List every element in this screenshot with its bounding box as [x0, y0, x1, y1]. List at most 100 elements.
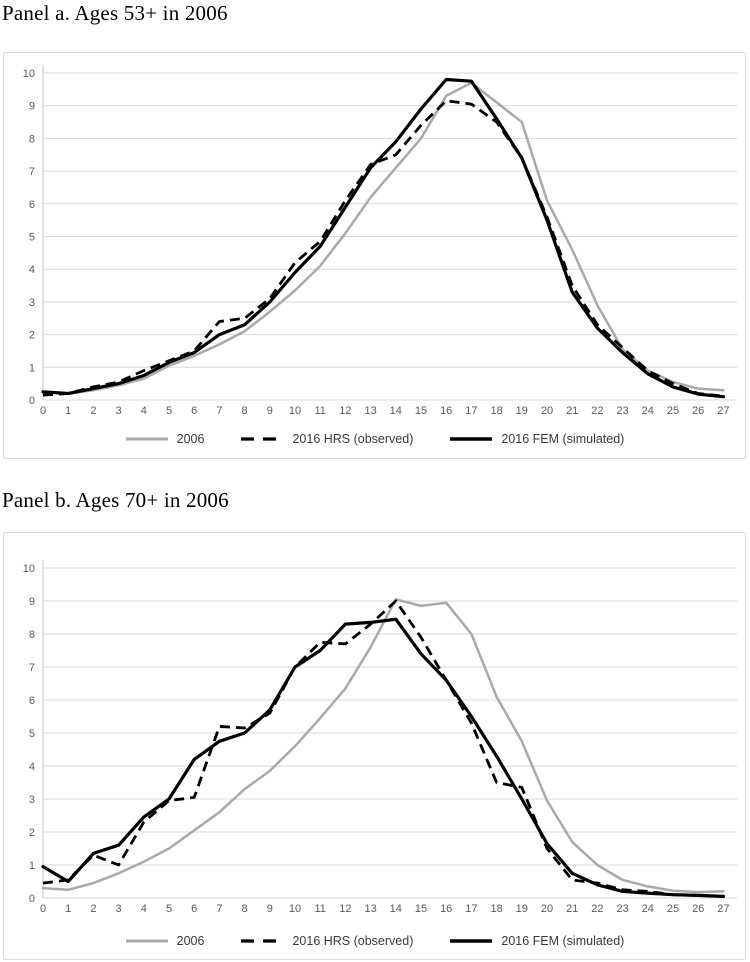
- panel-b-chart-frame: 0 1 2 3 4 5 6 7 8 9 10 0 1 2 3 4 5 6 7 8 9 10 11 12 13 14 15 16 17 18…: [3, 532, 746, 960]
- panel-b-legend: 2006 2016 HRS (observed) 2016 FEM (simulat…: [4, 925, 745, 957]
- x-axis-tick-label: 18: [490, 405, 502, 417]
- legend-item-2016-hrs-observed: 2016 HRS (observed): [240, 432, 413, 446]
- x-axis-tick-label: 10: [289, 405, 301, 417]
- x-axis-tick-label: 6: [191, 903, 197, 915]
- y-axis-tick-label: 8: [29, 133, 35, 145]
- panel-a-legend: 2006 2016 HRS (observed) 2016 FEM (simulat…: [4, 423, 745, 455]
- y-axis-tick-label: 9: [29, 101, 35, 113]
- legend-item-2006: 2006: [125, 934, 205, 948]
- y-axis-tick-label: 4: [29, 264, 35, 276]
- x-axis-tick-label: 23: [616, 405, 628, 417]
- legend-line-sample-2016-hrs-observed: [241, 437, 284, 441]
- x-axis-tick-label: 25: [667, 405, 679, 417]
- legend-item-2016-fem-simulated: 2016 FEM (simulated): [449, 934, 624, 948]
- panel-a-title: Panel a. Ages 53+ in 2006: [2, 1, 228, 25]
- x-axis-tick-label: 21: [566, 405, 578, 417]
- x-axis-tick-label: 1: [65, 405, 71, 417]
- y-axis-tick-label: 10: [23, 68, 35, 80]
- x-axis-tick-label: 20: [541, 903, 553, 915]
- x-axis-tick-label: 14: [390, 405, 402, 417]
- x-axis-tick-label: 2: [90, 903, 96, 915]
- legend-label-2006: 2006: [176, 934, 205, 948]
- x-axis-tick-label: 15: [415, 903, 427, 915]
- x-axis-tick-label: 25: [667, 903, 679, 915]
- y-axis-tick-label: 2: [29, 827, 35, 839]
- x-axis-tick-label: 13: [364, 405, 376, 417]
- y-axis-tick-label: 10: [23, 563, 35, 575]
- x-axis-tick-label: 24: [642, 405, 654, 417]
- legend-label-2006: 2006: [176, 432, 205, 446]
- panel-b-title: Panel b. Ages 70+ in 2006: [2, 488, 229, 512]
- x-axis-tick-label: 26: [692, 405, 704, 417]
- x-axis-tick-label: 5: [166, 903, 172, 915]
- y-axis-tick-label: 1: [29, 860, 35, 872]
- x-axis-tick-label: 0: [40, 405, 46, 417]
- x-axis-tick-label: 23: [616, 903, 628, 915]
- panel-a-chart-frame: 0 1 2 3 4 5 6 7 8 9 10 0 1 2 3 4 5 6 7 8 9 10 11 12 13 14 15 16 17 18…: [3, 52, 746, 459]
- x-axis-tick-label: 27: [717, 903, 729, 915]
- y-axis-tick-label: 1: [29, 362, 35, 374]
- legend-item-2006: 2006: [125, 432, 205, 446]
- x-axis-tick-label: 26: [692, 903, 704, 915]
- x-axis-tick-label: 0: [40, 903, 46, 915]
- x-axis-tick-label: 27: [717, 405, 729, 417]
- y-axis-tick-label: 7: [29, 662, 35, 674]
- y-axis-tick-label: 5: [29, 728, 35, 740]
- x-axis-tick-label: 20: [541, 405, 553, 417]
- y-axis-tick-label: 2: [29, 330, 35, 342]
- x-axis-tick-label: 21: [566, 903, 578, 915]
- x-axis-tick-label: 8: [242, 903, 248, 915]
- y-axis-tick-label: 8: [29, 629, 35, 641]
- y-axis-tick-label: 4: [29, 761, 35, 773]
- y-axis-tick-label: 7: [29, 166, 35, 178]
- legend-line-sample-2016-fem-simulated: [450, 939, 493, 943]
- series-line-2016-hrs-observed: [42, 599, 724, 898]
- x-axis-tick-label: 17: [465, 903, 477, 915]
- series-line-2006: [41, 598, 725, 894]
- x-axis-tick-label: 22: [591, 405, 603, 417]
- x-axis-tick-label: 11: [314, 903, 325, 915]
- series-line-2006: [41, 81, 725, 395]
- x-axis-tick-label: 4: [141, 405, 147, 417]
- y-axis-tick-label: 0: [29, 395, 35, 407]
- x-axis-tick-label: 14: [390, 903, 402, 915]
- x-axis-tick-label: 10: [289, 903, 301, 915]
- x-axis-tick-label: 7: [216, 903, 222, 915]
- legend-line-sample-2016-fem-simulated: [450, 437, 493, 441]
- x-axis-tick-label: 1: [65, 903, 71, 915]
- legend-line-sample-2016-hrs-observed: [241, 939, 284, 943]
- y-axis-tick-label: 9: [29, 596, 35, 608]
- legend-label-2016-hrs-observed: 2016 HRS (observed): [292, 934, 414, 948]
- x-axis-tick-label: 4: [141, 903, 147, 915]
- y-axis-tick-label: 0: [29, 893, 35, 905]
- legend-line-sample-2006: [125, 437, 168, 441]
- x-axis-tick-label: 2: [90, 405, 96, 417]
- series-line-2016-fem-simulated: [41, 617, 726, 898]
- y-axis-tick-label: 3: [29, 794, 35, 806]
- x-axis-tick-label: 13: [364, 903, 376, 915]
- legend-item-2016-hrs-observed: 2016 HRS (observed): [240, 934, 413, 948]
- y-axis-tick-label: 3: [29, 297, 35, 309]
- x-axis-tick-label: 12: [339, 405, 351, 417]
- series-line-2016-fem-simulated: [41, 77, 726, 399]
- legend-label-2016-fem-simulated: 2016 FEM (simulated): [501, 934, 625, 948]
- y-axis-tick-label: 6: [29, 199, 35, 211]
- x-axis-tick-label: 8: [242, 405, 248, 417]
- x-axis-tick-label: 7: [216, 405, 222, 417]
- x-axis-tick-label: 11: [314, 405, 325, 417]
- y-axis-tick-label: 5: [29, 232, 35, 244]
- series-line-2016-hrs-observed: [42, 99, 724, 398]
- x-axis-tick-label: 24: [642, 903, 654, 915]
- x-axis-tick-label: 5: [166, 405, 172, 417]
- legend-label-2016-fem-simulated: 2016 FEM (simulated): [501, 432, 625, 446]
- legend-item-2016-fem-simulated: 2016 FEM (simulated): [449, 432, 624, 446]
- x-axis-tick-label: 19: [516, 405, 528, 417]
- x-axis-tick-label: 3: [116, 405, 122, 417]
- legend-label-2016-hrs-observed: 2016 HRS (observed): [292, 432, 414, 446]
- x-axis-tick-label: 6: [191, 405, 197, 417]
- x-axis-tick-label: 3: [116, 903, 122, 915]
- x-axis-tick-label: 9: [267, 405, 273, 417]
